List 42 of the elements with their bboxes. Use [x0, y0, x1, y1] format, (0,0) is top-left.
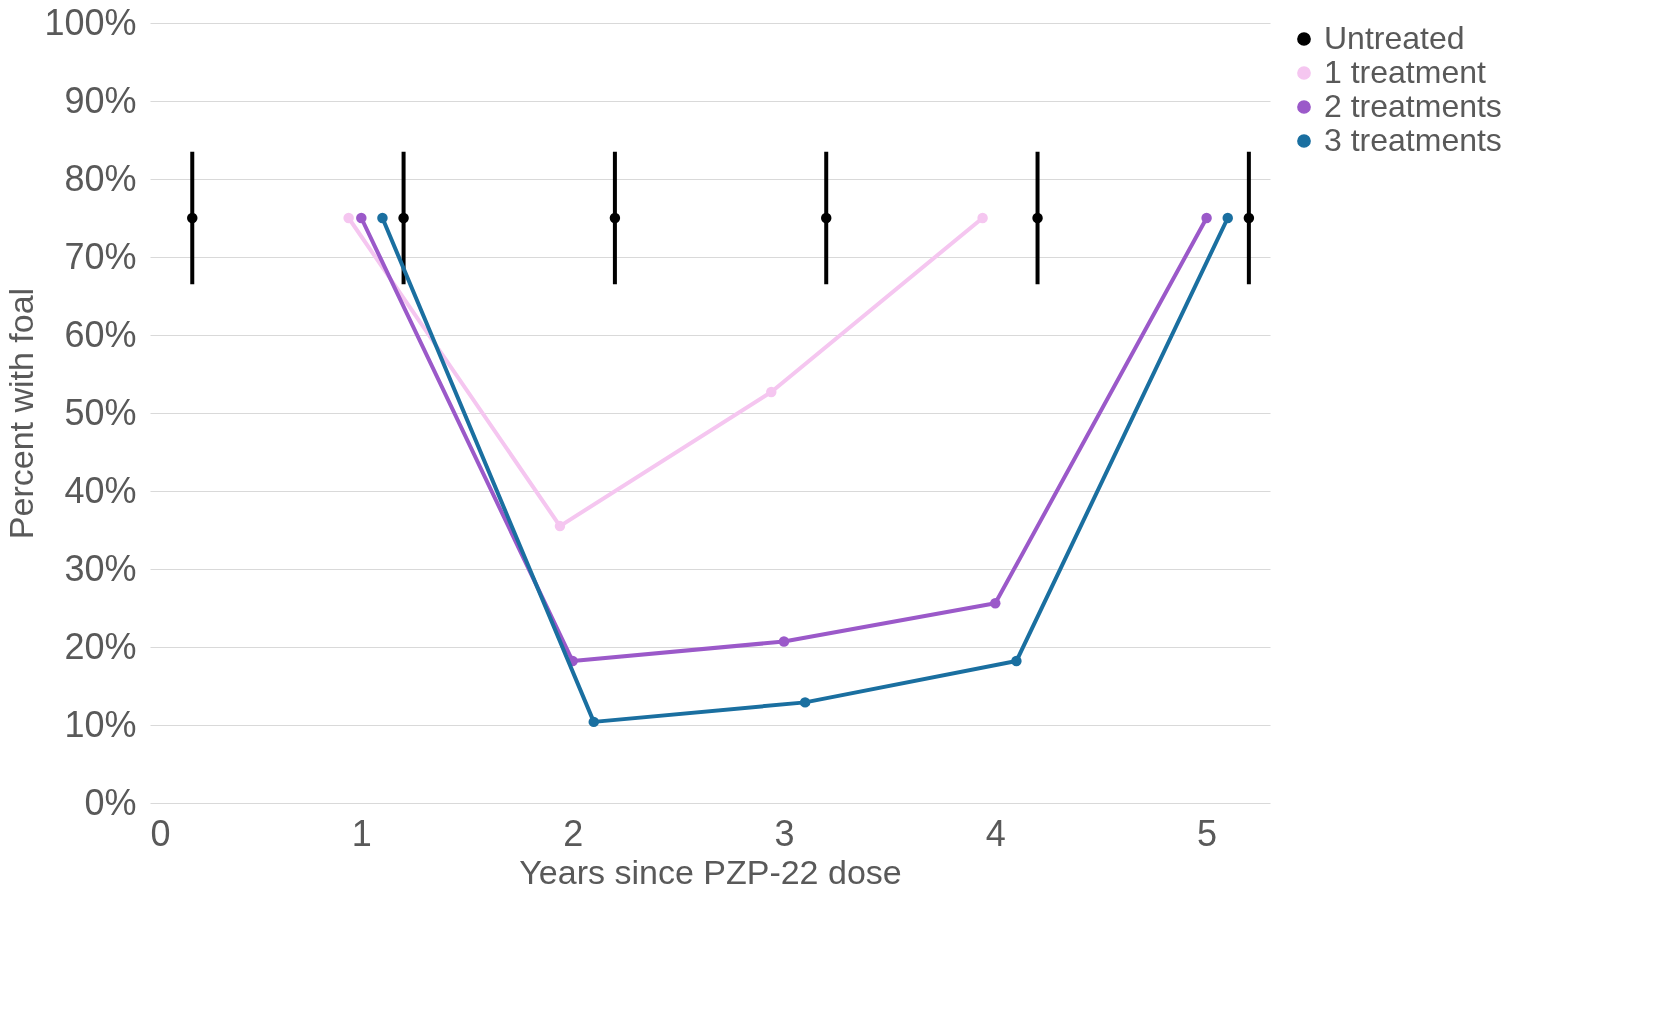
y-tick-label: 0%: [84, 781, 137, 823]
point: [588, 716, 600, 728]
y-tick-label: 50%: [64, 391, 137, 433]
point: [609, 212, 621, 224]
x-tick-label: 0: [150, 812, 171, 854]
point: [977, 212, 988, 224]
x-tick-label: 1: [351, 812, 372, 854]
legend-label: 2 treatments: [1324, 88, 1502, 124]
point: [766, 386, 777, 398]
y-tick-label: 10%: [64, 703, 137, 745]
x-tick-label: 2: [563, 812, 584, 854]
point: [187, 212, 198, 224]
y-tick-label: 70%: [64, 235, 137, 277]
x-axis-title: Years since PZP-22 dose: [519, 852, 902, 891]
legend-label: Untreated: [1324, 20, 1465, 56]
x-tick-label: 3: [774, 812, 795, 854]
y-tick-label: 20%: [64, 625, 137, 667]
point: [554, 520, 566, 532]
point: [343, 212, 354, 224]
point: [1243, 212, 1255, 224]
legend-label: 1 treatment: [1324, 54, 1486, 90]
point: [778, 636, 790, 647]
point: [1201, 212, 1212, 224]
point: [377, 212, 388, 224]
y-tick-label: 100%: [44, 1, 137, 43]
y-tick-label: 40%: [64, 469, 137, 511]
point: [990, 598, 1001, 609]
point: [356, 212, 367, 224]
point: [1222, 212, 1233, 224]
point: [820, 212, 832, 224]
y-axis-title: Percent with foal: [2, 287, 41, 540]
y-tick-label: 80%: [64, 157, 137, 199]
y-tick-label: 90%: [64, 79, 137, 121]
point: [1032, 212, 1043, 224]
x-tick-label: 5: [1197, 812, 1218, 854]
point: [1011, 655, 1022, 667]
y-tick-label: 60%: [64, 313, 137, 355]
x-tick-label: 4: [985, 812, 1006, 854]
point: [799, 697, 811, 708]
point: [398, 212, 409, 224]
y-tick-label: 30%: [64, 547, 137, 589]
legend-label: 3 treatments: [1324, 122, 1502, 158]
